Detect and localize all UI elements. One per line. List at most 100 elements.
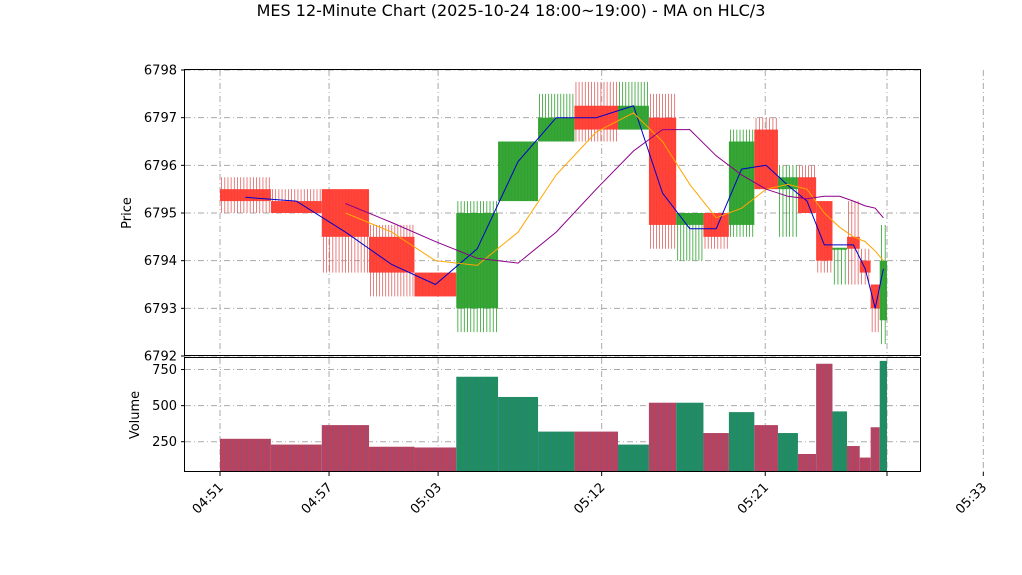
candle-body bbox=[859, 260, 871, 273]
volume-bar bbox=[220, 438, 271, 472]
volume-y-ticks: 250 500 750 bbox=[152, 363, 185, 450]
candle-down bbox=[703, 213, 729, 249]
candle-down bbox=[648, 93, 677, 249]
candles bbox=[220, 81, 887, 345]
volume-axis-label: Volume bbox=[128, 391, 143, 439]
volume-bar bbox=[618, 444, 649, 472]
volume-bar bbox=[870, 427, 880, 472]
candle-body bbox=[879, 260, 887, 321]
candle-body bbox=[270, 201, 322, 213]
candle-body bbox=[816, 201, 833, 261]
x-tick-label: 05:33 bbox=[953, 480, 990, 517]
price-axis-label: Price bbox=[120, 197, 135, 229]
volume-bar-fill bbox=[574, 431, 619, 472]
candle-up bbox=[879, 224, 887, 345]
price-tick-label: 6793 bbox=[144, 302, 177, 317]
candle-body bbox=[754, 129, 778, 190]
candle-body bbox=[618, 105, 649, 130]
chart-title: MES 12-Minute Chart (2025-10-24 18:00~19… bbox=[257, 1, 766, 20]
candle-up bbox=[618, 81, 649, 130]
volume-bar bbox=[574, 431, 619, 472]
candle-body bbox=[728, 141, 755, 225]
price-panel: 6792 6793 6794 6795 6796 6797 6798 Price bbox=[120, 64, 984, 365]
candle-down bbox=[369, 224, 415, 297]
candle-up bbox=[456, 201, 499, 333]
volume-bar-fill bbox=[270, 444, 322, 472]
ma-mid-line bbox=[345, 112, 884, 266]
candle-body bbox=[538, 117, 575, 142]
candle-body bbox=[777, 177, 798, 190]
candle-body bbox=[220, 189, 271, 202]
candle-up bbox=[676, 213, 704, 261]
volume-bar bbox=[847, 446, 860, 472]
candle-down bbox=[754, 117, 778, 190]
candle-down bbox=[574, 81, 619, 142]
volume-bar-fill bbox=[832, 411, 848, 472]
volume-bar bbox=[754, 425, 778, 472]
volume-tick-label: 750 bbox=[152, 363, 177, 378]
volume-bar-fill bbox=[847, 446, 860, 472]
candle-down bbox=[859, 248, 871, 285]
volume-bar bbox=[321, 425, 370, 472]
candle-down bbox=[321, 189, 370, 273]
volume-tick-label: 500 bbox=[152, 399, 177, 414]
volume-tick-label: 250 bbox=[152, 435, 177, 450]
volume-bar bbox=[648, 402, 677, 472]
candle-body bbox=[648, 117, 677, 225]
candle-body bbox=[832, 247, 848, 250]
candle-body bbox=[797, 177, 817, 213]
volume-bar-fill bbox=[797, 453, 817, 472]
candle-body bbox=[676, 213, 704, 225]
volume-bar bbox=[777, 433, 798, 472]
volume-bar bbox=[538, 431, 575, 472]
volume-bar-fill bbox=[703, 433, 729, 472]
volume-bar-fill bbox=[728, 412, 755, 472]
price-tick-label: 6797 bbox=[144, 111, 177, 126]
volume-bar-fill bbox=[618, 444, 649, 472]
volume-bar-fill bbox=[777, 433, 798, 472]
candle-up bbox=[832, 247, 848, 285]
volume-bar bbox=[816, 363, 833, 472]
volume-bar bbox=[414, 447, 457, 472]
price-tick-label: 6798 bbox=[144, 64, 177, 79]
volume-bar-fill bbox=[220, 438, 271, 472]
x-axis-ticks: 04:51 04:57 05:03 05:12 05:21 05:33 bbox=[190, 472, 990, 517]
candle-up bbox=[728, 129, 755, 237]
volume-bar bbox=[456, 376, 499, 472]
candle-down bbox=[220, 177, 271, 213]
x-tick-label: 04:57 bbox=[299, 480, 336, 517]
candle-down bbox=[270, 189, 322, 213]
volume-bars bbox=[220, 360, 887, 472]
candle-body bbox=[870, 284, 880, 309]
price-tick-label: 6792 bbox=[144, 350, 177, 365]
x-tick-label: 05:12 bbox=[571, 480, 608, 517]
volume-plot-frame bbox=[184, 357, 921, 472]
x-tick-label: 05:03 bbox=[408, 480, 445, 517]
volume-bar-fill bbox=[879, 360, 887, 472]
candle-down bbox=[847, 201, 860, 285]
volume-bar bbox=[270, 444, 322, 472]
price-plot-frame bbox=[184, 69, 921, 356]
candle-body bbox=[369, 236, 415, 273]
volume-bar bbox=[498, 396, 539, 472]
candle-up bbox=[777, 165, 798, 237]
volume-panel: 250 500 750 Volume bbox=[128, 357, 984, 472]
volume-bar bbox=[703, 433, 729, 472]
volume-bar bbox=[879, 360, 887, 472]
price-y-ticks: 6792 6793 6794 6795 6796 6797 6798 bbox=[144, 64, 185, 365]
volume-bar bbox=[728, 412, 755, 472]
price-tick-label: 6795 bbox=[144, 207, 177, 222]
x-tick-label: 04:51 bbox=[190, 480, 227, 517]
volume-bar bbox=[832, 411, 848, 472]
volume-bar-fill bbox=[538, 431, 575, 472]
candle-up bbox=[498, 141, 539, 202]
price-tick-label: 6794 bbox=[144, 254, 177, 269]
volume-bar bbox=[797, 453, 817, 472]
price-tick-label: 6796 bbox=[144, 159, 177, 174]
x-tick-label: 05:21 bbox=[735, 480, 772, 517]
volume-bar bbox=[369, 446, 415, 472]
volume-bar bbox=[676, 402, 704, 472]
candle-body bbox=[847, 236, 860, 249]
volume-bar bbox=[859, 457, 871, 472]
